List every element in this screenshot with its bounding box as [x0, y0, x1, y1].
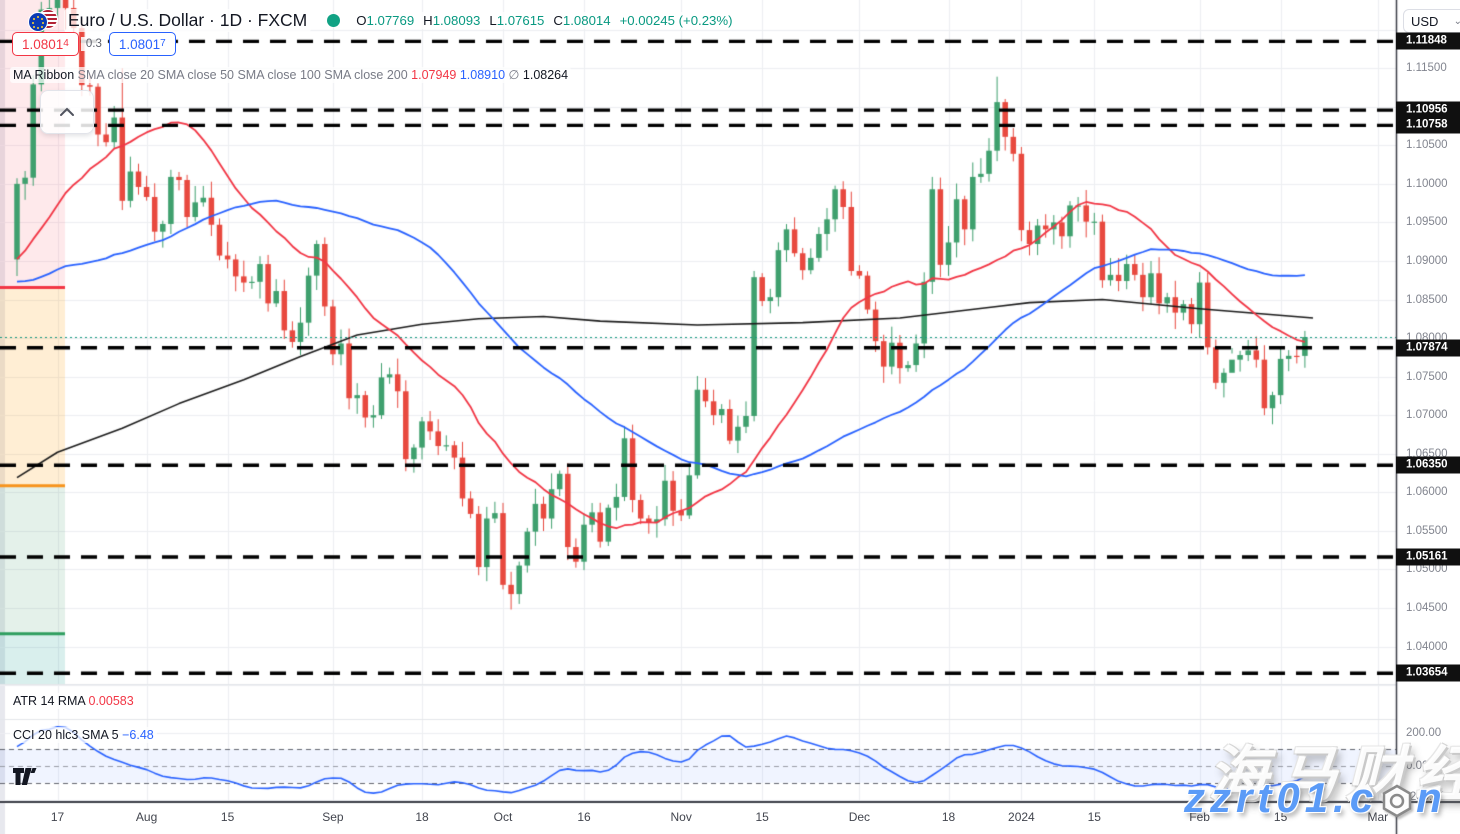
cci-tick-label: 0.00: [1406, 760, 1429, 772]
price-tick-label: 1.11500: [1406, 62, 1447, 75]
atr-legend[interactable]: ATR 14 RMA 0.00583: [10, 693, 137, 709]
atr-value: 0.00583: [88, 694, 134, 708]
sell-button[interactable]: 1.0801 4: [12, 32, 79, 56]
time-tick-label: 15: [1087, 810, 1101, 824]
price-tick-label: 1.07500: [1406, 370, 1448, 383]
ohlc-item: C1.08014: [553, 12, 611, 28]
cci-tick-label: -200.00: [1406, 791, 1446, 803]
ma-legend-params: SMA close 20 SMA close 50 SMA close 100 …: [77, 68, 408, 82]
cci-legend[interactable]: CCI 20 hlc3 SMA 5 −6.48: [10, 727, 157, 743]
atr-legend-name: ATR 14 RMA: [13, 694, 86, 708]
price-level-label: 1.10956: [1396, 101, 1460, 119]
price-level-label: 1.05161: [1396, 548, 1460, 566]
price-tick-label: 1.04000: [1406, 640, 1448, 653]
time-tick-label: 17: [50, 810, 65, 824]
time-tick-label: Feb: [1189, 810, 1210, 824]
cci-tick-label: 200.00: [1406, 726, 1442, 739]
price-tick-label: 1.09000: [1406, 254, 1448, 267]
price-tick-label: 1.10000: [1406, 177, 1448, 190]
symbol-header: Euro / U.S. Dollar · 1D · FXCM O1.07769 H…: [28, 8, 737, 32]
price-level-label: 1.03654: [1396, 664, 1460, 682]
sma200-value: 1.08264: [522, 68, 569, 82]
time-tick-label: Mar: [1367, 810, 1389, 824]
ohlc-item: O1.07769: [356, 12, 415, 28]
ohlc-values: O1.07769 H1.08093 L1.07615 C1.08014 +0.0024…: [352, 11, 737, 29]
price-tick-label: 1.05000: [1406, 563, 1448, 576]
time-tick-label: 15: [1273, 810, 1288, 824]
sma100-value: ∅: [508, 68, 520, 82]
time-tick-label: 15: [755, 810, 769, 824]
ma-ribbon-legend[interactable]: MA Ribbon SMA close 20 SMA close 50 SMA …: [10, 67, 572, 83]
symbol-flags-icon: [28, 9, 58, 32]
spread-label: 0.3: [80, 37, 107, 51]
time-tick-label: Dec: [848, 810, 871, 824]
chevron-down-icon: ⌄: [1453, 15, 1460, 27]
watermark-url: zzrt01.c n: [1184, 774, 1447, 821]
tradingview-logo-icon[interactable]: [13, 768, 37, 793]
symbol-title[interactable]: Euro / U.S. Dollar · 1D · FXCM: [64, 8, 312, 32]
buy-button[interactable]: 1.0801 7: [108, 32, 176, 56]
price-tick-label: 1.05500: [1406, 524, 1448, 537]
time-tick-label: 18: [941, 810, 956, 824]
time-tick-label: Sep: [322, 810, 344, 824]
collapse-pane-button[interactable]: [40, 90, 94, 134]
currency-selector[interactable]: USD ⌄: [1403, 9, 1460, 33]
price-level-label: 1.10758: [1396, 116, 1460, 134]
cci-value: −6.48: [122, 728, 154, 742]
price-tick-label: 1.09500: [1406, 216, 1448, 229]
price-tick-label: 1.04500: [1406, 601, 1448, 614]
watermark-brand: 海马财经: [1208, 741, 1460, 808]
ohlc-item: H1.08093: [423, 12, 481, 28]
currency-label: USD: [1411, 13, 1439, 29]
chevron-up-icon: [60, 107, 74, 116]
sma50-value: 1.08910: [459, 68, 506, 82]
time-tick-label: 15: [220, 810, 235, 824]
ma-legend-name: MA Ribbon: [13, 68, 75, 82]
time-tick-label: 2024: [1008, 810, 1035, 824]
change-value: +0.00245 (+0.23%): [619, 12, 733, 28]
gear-icon: [1382, 784, 1412, 818]
trade-panel: 1.0801 4 0.3 1.0801 7: [12, 32, 176, 56]
time-tick-label: Oct: [493, 810, 513, 824]
time-tick-label: 16: [577, 810, 591, 824]
time-tick-label: 18: [415, 810, 429, 824]
price-level-label: 1.11848: [1396, 32, 1460, 50]
cci-legend-name: CCI 20 hlc3 SMA 5: [13, 728, 119, 742]
price-level-label: 1.07874: [1396, 339, 1460, 357]
market-status-icon[interactable]: [327, 13, 341, 27]
ohlc-item: L1.07615: [489, 12, 545, 28]
price-tick-label: 1.07000: [1406, 409, 1448, 422]
price-level-label: 1.06350: [1396, 456, 1460, 474]
eu-flag-icon: [28, 12, 48, 32]
price-tick-label: 1.10500: [1406, 139, 1448, 152]
time-tick-label: Aug: [135, 810, 158, 824]
sma20-value: 1.07949: [411, 68, 457, 82]
price-tick-label: 1.06500: [1406, 447, 1448, 460]
price-tick-label: 1.06000: [1406, 486, 1448, 499]
price-tick-label: 1.08500: [1406, 293, 1448, 306]
time-tick-label: Nov: [670, 810, 692, 824]
